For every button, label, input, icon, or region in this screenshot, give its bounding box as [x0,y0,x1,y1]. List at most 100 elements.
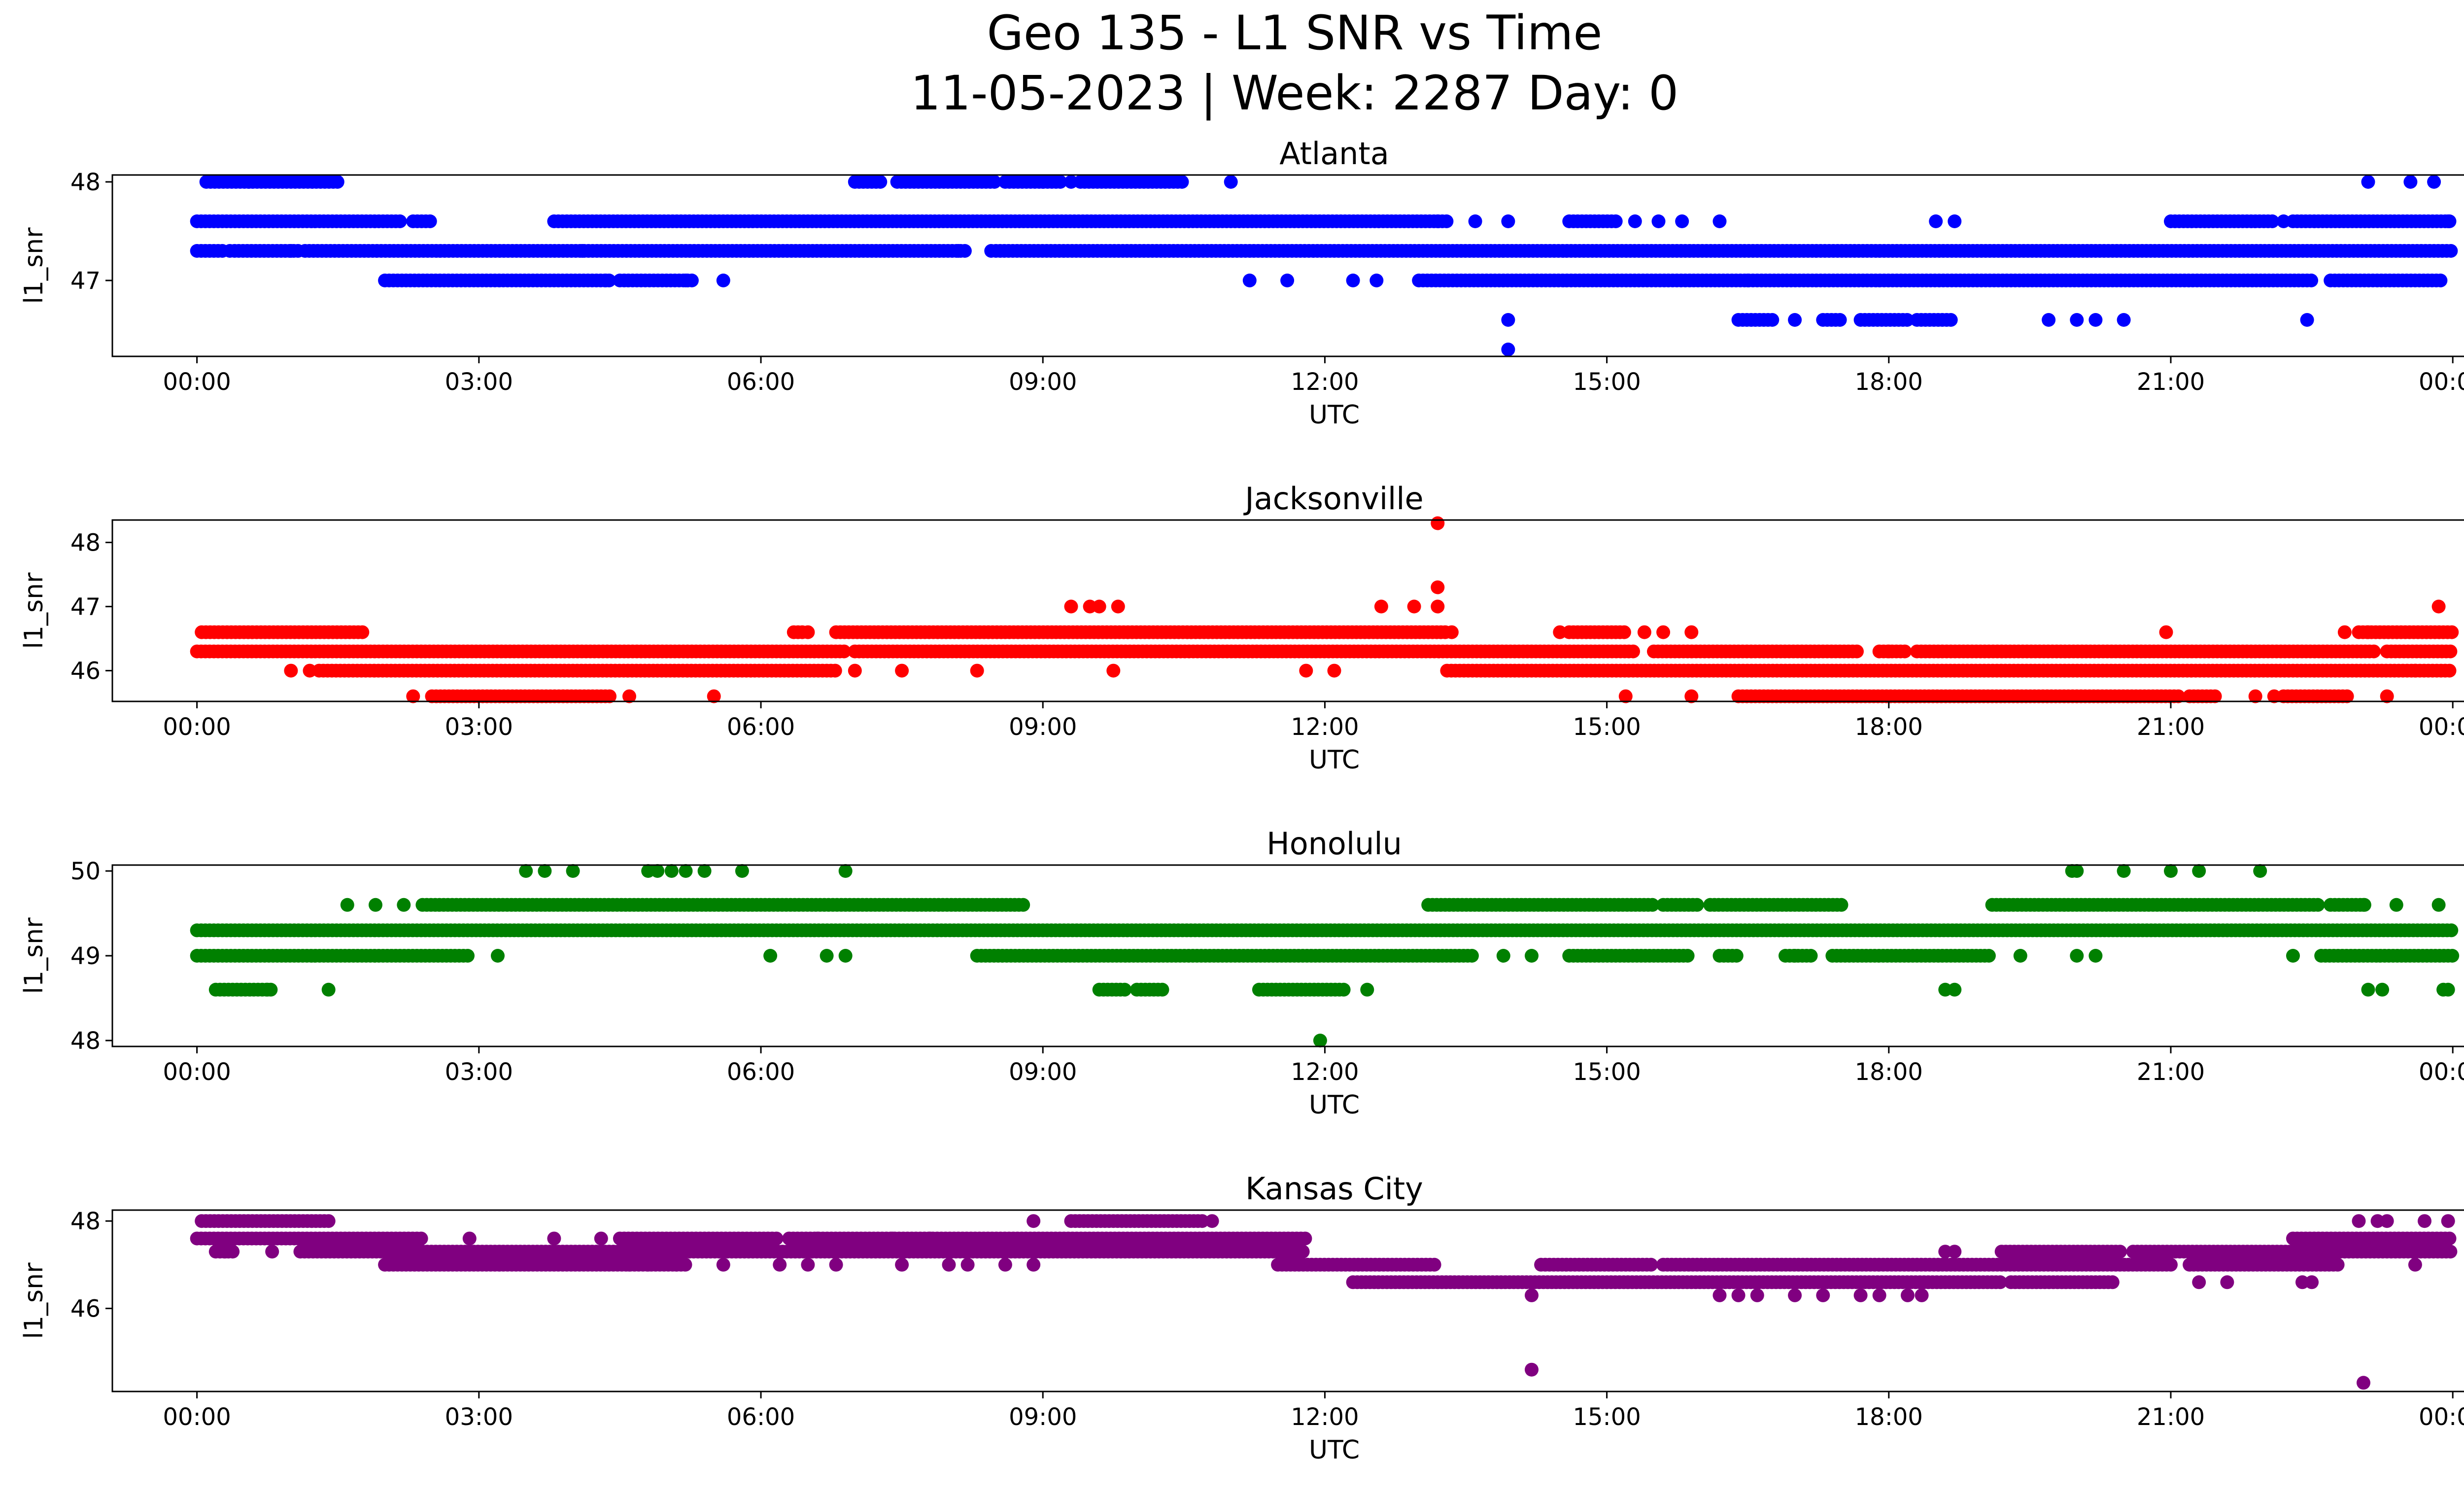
data-point-jacksonville-1283 [1431,580,1445,594]
data-point-honolulu-1217 [491,949,505,963]
y-tick-label-jacksonville-1: 47 [70,593,101,621]
data-point-honolulu-1075 [1729,949,1744,963]
data-point-honolulu-1173 [1118,982,1132,997]
data-point-atlanta-1326 [1468,214,1482,228]
data-point-honolulu-1203 [369,898,382,912]
x-tick-label-atlanta-4: 12:00 [1291,368,1359,396]
data-point-honolulu-1236 [2253,864,2267,878]
x-axis-label-honolulu: UTC [1309,1090,1360,1120]
figure-title-line1: Geo 135 - L1 SNR vs Time [987,5,1603,61]
x-axis-label-atlanta: UTC [1309,400,1360,430]
data-point-honolulu-1220 [838,949,853,963]
data-point-jacksonville-1290 [801,625,815,639]
data-point-atlanta-1324 [1369,274,1384,287]
data-point-honolulu-1215 [321,982,336,997]
data-point-atlanta-31 [330,175,344,189]
data-point-atlanta-1304 [1900,313,1914,327]
points-jacksonville [190,516,2459,703]
y-tick-label-jacksonville-0: 46 [70,658,101,685]
data-point-jacksonville-1285 [284,663,298,678]
data-point-atlanta-1322 [1280,274,1295,287]
data-point-honolulu-1120 [1982,949,1996,963]
data-point-jacksonville-223 [2445,625,2459,639]
data-point-honolulu-1206 [538,864,552,878]
data-point-atlanta-1321 [1242,274,1257,287]
data-point-atlanta-1278 [2433,274,2448,287]
data-point-atlanta-1338 [2042,313,2056,327]
data-point-atlanta-1318 [1036,175,1050,189]
y-axis-label-atlanta: l1_snr [19,227,49,304]
data-point-atlanta-1287 [1765,313,1780,327]
data-point-atlanta-38 [873,175,888,189]
subplot-title-kansas-city: Kansas City [1245,1171,1423,1207]
data-point-honolulu-315 [2311,898,2325,912]
data-point-atlanta-155 [423,214,437,228]
data-point-kansas-city-587 [2113,1245,2127,1259]
data-point-honolulu-1225 [1788,949,1802,963]
x-tick-label-jacksonville-1: 03:00 [445,713,513,741]
data-point-atlanta-1320 [1224,175,1238,189]
data-point-kansas-city-957 [2330,1257,2345,1272]
x-tick-label-atlanta-6: 18:00 [1855,368,1923,396]
data-point-kansas-city-773 [1427,1257,1441,1272]
data-point-atlanta-1337 [1948,214,1962,228]
data-point-jacksonville-1281 [1407,599,1421,614]
data-point-jacksonville-1292 [895,663,909,678]
subplot-title-jacksonville: Jacksonville [1243,481,1423,517]
data-point-kansas-city-277 [1298,1231,1312,1246]
x-tick-label-atlanta-1: 03:00 [445,368,513,396]
data-point-jacksonville-1312 [1444,625,1459,639]
data-point-kansas-city-663 [2443,1245,2458,1259]
data-point-jacksonville-1307 [2337,625,2352,639]
data-point-kansas-city-30 [321,1214,336,1228]
data-point-atlanta-1325 [1431,214,1445,228]
data-point-atlanta-1319 [1064,175,1078,189]
y-tick-label-atlanta-0: 47 [70,267,101,295]
data-point-honolulu-1241 [2361,982,2375,997]
data-point-jacksonville-866 [828,663,842,678]
data-point-kansas-city-800 [1644,1257,1658,1272]
data-point-atlanta-1327 [1501,214,1515,228]
x-tick-label-jacksonville-8: 00:00 [2419,713,2464,741]
data-point-atlanta-967 [2444,244,2458,258]
data-point-jacksonville-1291 [848,663,862,678]
y-axis-label-jacksonville: l1_snr [19,572,49,649]
figure-title-line2: 11-05-2023 | Week: 2287 Day: 0 [911,66,1679,121]
data-point-atlanta-1323 [1346,274,1360,287]
data-point-honolulu-1070 [1680,949,1695,963]
data-point-kansas-city-154 [769,1231,784,1246]
data-point-atlanta-1342 [2300,313,2314,327]
data-point-atlanta-1316 [951,244,965,258]
data-point-honolulu-142 [1016,898,1030,912]
data-point-honolulu-858 [2444,923,2459,938]
data-point-honolulu-1041 [1465,949,1479,963]
data-point-jacksonville-1296 [1327,663,1341,678]
data-point-jacksonville-1299 [1656,625,1671,639]
data-point-atlanta-101 [1175,175,1189,189]
data-point-honolulu-1214 [838,864,853,878]
data-point-atlanta-1343 [2276,214,2291,228]
data-point-atlanta-1333 [1712,214,1727,228]
data-point-honolulu-1202 [340,898,354,912]
data-point-atlanta-1317 [984,244,998,258]
x-tick-label-jacksonville-4: 12:00 [1291,713,1359,741]
data-point-honolulu-1228 [2013,949,2027,963]
data-point-atlanta-1251 [2304,274,2319,287]
data-point-honolulu-1180 [1155,982,1169,997]
data-point-kansas-city-116 [414,1231,428,1246]
y-tick-label-honolulu-0: 48 [70,1027,101,1055]
data-point-honolulu-1244 [2441,982,2455,997]
points-atlanta [190,175,2458,356]
data-point-jacksonville-1311 [2431,599,2446,614]
data-point-atlanta-1351 [599,274,613,287]
data-point-atlanta-1348 [679,274,693,287]
data-point-honolulu-1213 [735,864,749,878]
data-point-jacksonville-377 [837,644,851,659]
data-point-atlanta-1341 [2117,313,2131,327]
y-axis-label-honolulu: l1_snr [19,917,49,994]
data-point-atlanta-1315 [241,175,256,189]
data-point-atlanta-1349 [575,244,589,258]
x-tick-label-honolulu-6: 18:00 [1855,1058,1923,1086]
